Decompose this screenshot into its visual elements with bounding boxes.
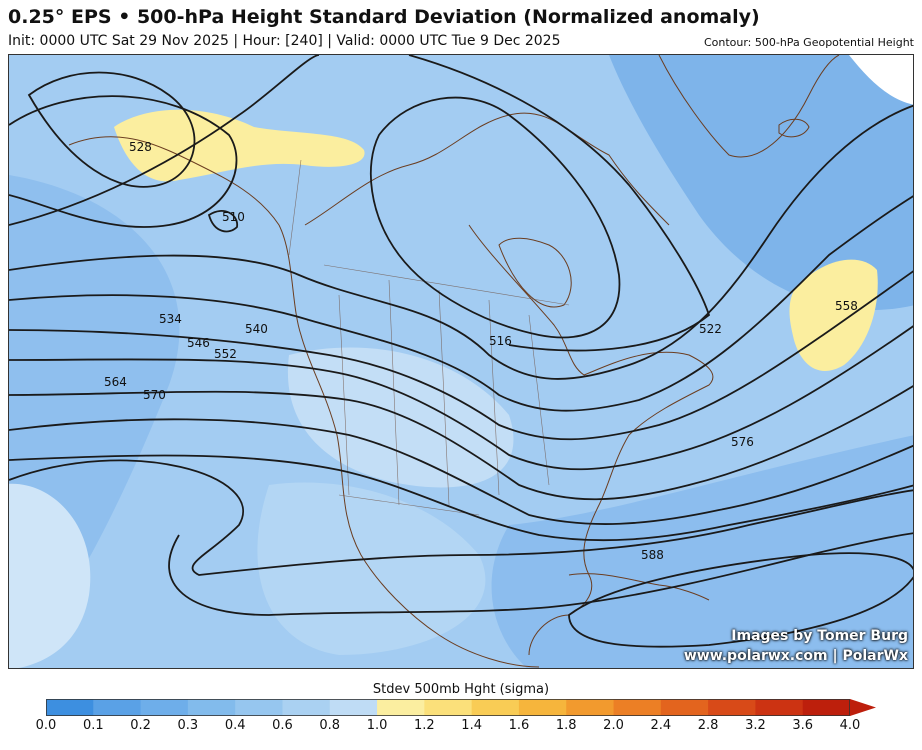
colorbar-segment (329, 699, 378, 716)
colorbar-segment (755, 699, 804, 716)
us-mexico-border (338, 494, 480, 516)
state-lines (338, 279, 550, 506)
colorbar-tick-label: 1.2 (414, 718, 435, 733)
shading-atlantic-south (491, 435, 913, 668)
anomaly-alaska (114, 109, 365, 182)
map-canvas: 510 516 522 528 534 540 546 552 558 564 … (9, 55, 913, 668)
contour-label-522: 522 (699, 322, 722, 336)
no-data-corner (849, 55, 913, 105)
iceland-coast (778, 118, 810, 138)
colorbar-segment (140, 699, 189, 716)
colorbar-tick-label: 2.8 (697, 718, 719, 733)
colorbar-tick-label: 0.4 (224, 718, 246, 733)
contour-510 (207, 210, 238, 233)
contour-label-516: 516 (489, 334, 512, 348)
contour-522 (408, 55, 711, 352)
contour-534 (9, 104, 913, 380)
contour-546 (9, 270, 913, 441)
map-panel: 510 516 522 528 534 540 546 552 558 564 … (8, 54, 914, 669)
contour-label-588: 588 (641, 548, 664, 562)
colorbar-segment (613, 699, 662, 716)
contour-label-group: 510 516 522 528 534 540 546 552 558 564 … (104, 140, 858, 562)
contour-label-546: 546 (187, 336, 210, 350)
colorbar-segment (802, 699, 851, 716)
shading-subtropical-pacific (9, 483, 91, 668)
contour-588 (568, 552, 913, 648)
height-contours (9, 55, 913, 648)
contour-540 (9, 195, 913, 412)
contour-570 (9, 454, 913, 542)
contour-ring-528 (9, 95, 238, 228)
credit-author: Images by Tomer Burg (731, 628, 908, 644)
colorbar-tick-labels: 0.0 0.1 0.2 0.3 0.4 0.6 0.8 1.0 1.2 1.4 1.6 1.8 2.0 2… (36, 718, 861, 738)
colorbar-segments (46, 699, 851, 716)
hudson-bay (498, 237, 572, 308)
contour-label-510: 510 (222, 210, 245, 224)
colorbar-tick-label: 1.8 (555, 718, 577, 733)
caribbean-islands (568, 573, 710, 601)
shading-atlantic-north (609, 55, 913, 311)
colorbar-tick-label: 1.6 (508, 718, 530, 733)
colorbar-tick-label: 0.3 (177, 718, 199, 733)
greenland-coast (658, 55, 840, 158)
colorbar-tick-label: 0.6 (272, 718, 293, 733)
colorbar-segment (660, 699, 709, 716)
contour-516 (369, 96, 621, 339)
colorbar-title: Stdev 500mb Hght (sigma) (372, 682, 550, 697)
colorbar-tick-label: 0.2 (130, 718, 151, 733)
colorbar-tick-label: 1.0 (366, 718, 388, 733)
chart-subtitle: Init: 0000 UTC Sat 29 Nov 2025 | Hour: [… (8, 33, 561, 49)
chart-title: 0.25° EPS • 500-hPa Height Standard Devi… (8, 6, 760, 28)
colorbar-tick-label: 0.8 (319, 718, 341, 733)
contour-label-552: 552 (214, 347, 237, 361)
colorbar-extend-arrow (850, 699, 876, 716)
contour-label-528: 528 (129, 140, 152, 154)
colorbar-segment (518, 699, 567, 716)
contour-label-564: 564 (104, 375, 127, 389)
colorbar-segment (377, 699, 425, 716)
colorbar-tick-label: 3.6 (792, 718, 814, 733)
contour-ring-outer (9, 55, 320, 226)
colorbar-tick-label: 2.0 (603, 718, 624, 733)
colorbar-segment (235, 699, 283, 716)
colorbar-segment (424, 699, 473, 716)
colorbar-outline (46, 699, 850, 716)
alaska-border (288, 159, 302, 256)
us-canada-border (323, 264, 570, 306)
colorbar-tick-label: 1.4 (461, 718, 482, 733)
contour-576 (9, 459, 913, 576)
colorbar-tick-label: 0.1 (82, 718, 104, 733)
atlantic-coastline (468, 224, 714, 656)
colorbar-segment (187, 699, 236, 716)
colorbar-tick-label: 3.2 (745, 718, 766, 733)
colorbar (46, 699, 876, 716)
contour-552 (9, 325, 913, 471)
colorbar-tick-label: 2.4 (650, 718, 672, 733)
contour-ring-inner (27, 71, 196, 188)
contour-564 (9, 418, 913, 525)
political-borders (288, 159, 570, 516)
colorbar-segment (282, 699, 331, 716)
colorbar-segment (93, 699, 142, 716)
contour-582 (168, 532, 913, 616)
contour-note: Contour: 500-hPa Geopotential Height (703, 36, 914, 49)
contour-label-570: 570 (143, 388, 166, 402)
contour-label-558: 558 (835, 299, 858, 313)
colorbar-segment (471, 699, 520, 716)
pacific-coastline (68, 136, 540, 668)
colorbar-segment (46, 699, 94, 716)
colorbar-segment (566, 699, 615, 716)
contour-label-534: 534 (159, 312, 182, 326)
contour-558 (9, 385, 913, 501)
colorbar-tick-label: 4.0 (839, 718, 861, 733)
colorbar-segment (708, 699, 756, 716)
shading-central-us (287, 347, 514, 488)
credit-website: www.polarwx.com | PolarWx (683, 648, 908, 664)
contour-label-540: 540 (245, 322, 268, 336)
colorbar-tick-label: 0.0 (35, 718, 57, 733)
contour-label-576: 576 (731, 435, 754, 449)
